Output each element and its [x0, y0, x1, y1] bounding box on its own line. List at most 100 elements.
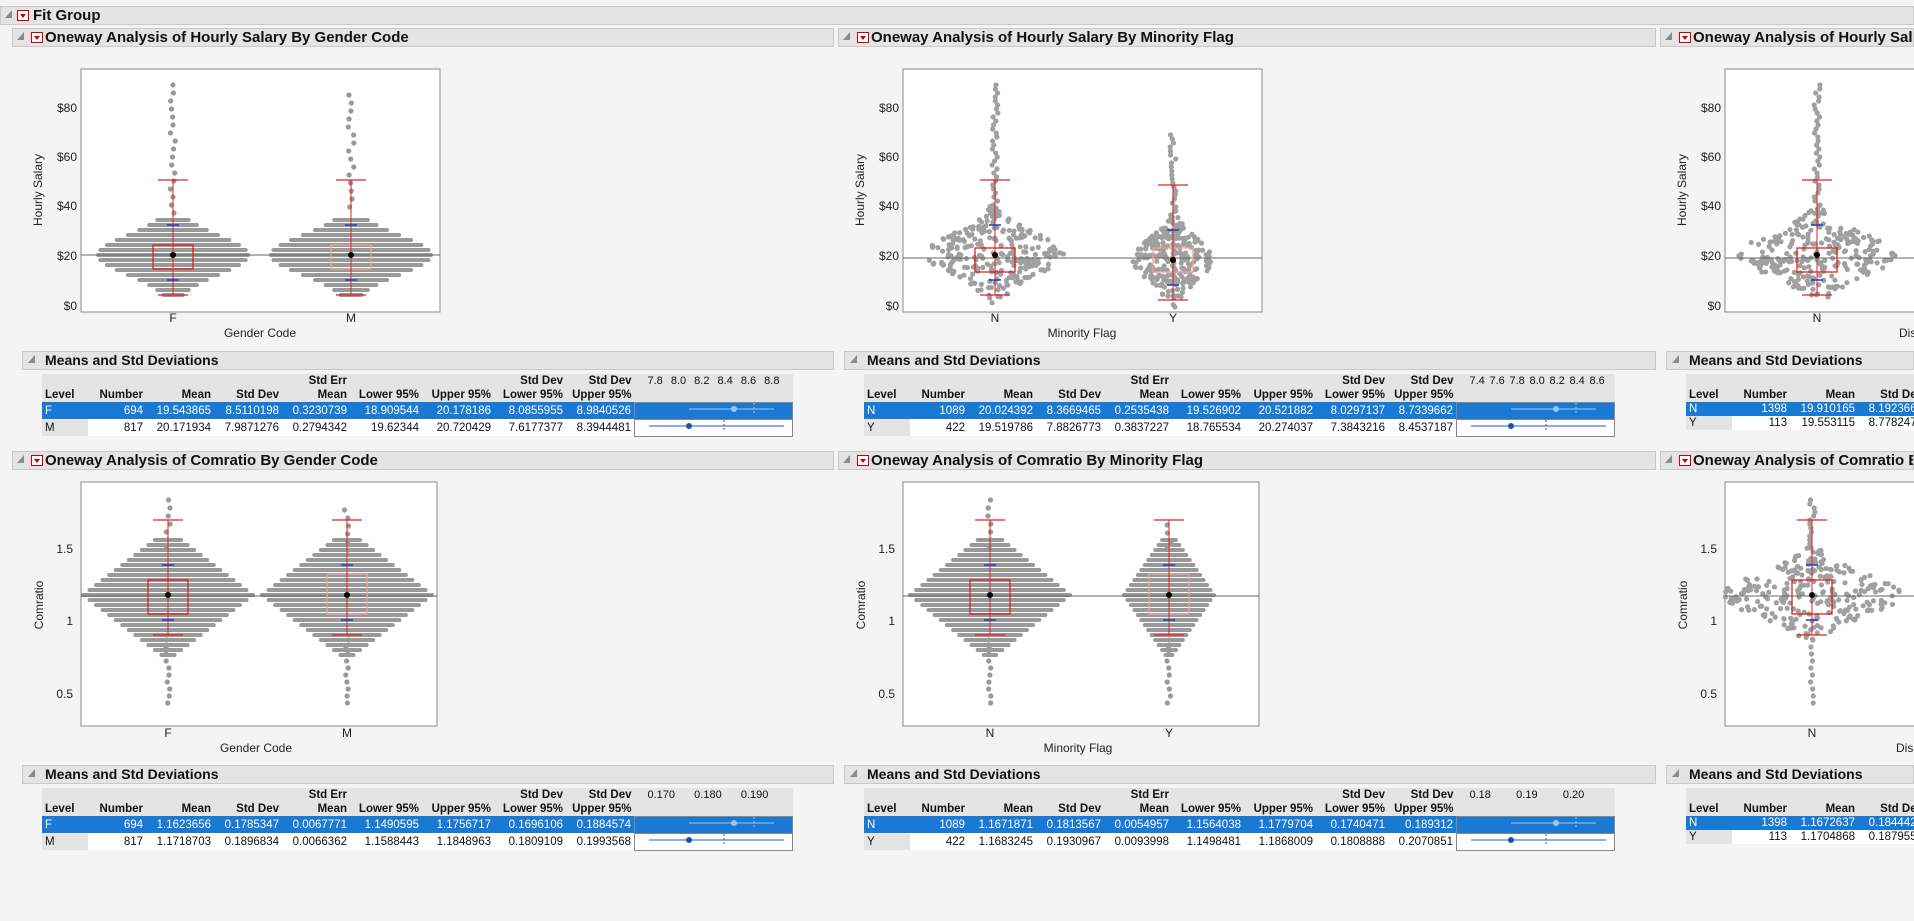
data-point [989, 300, 995, 306]
means-header-comp-disability[interactable]: Means and Std Deviations [1666, 765, 1914, 784]
cell-level: N [1686, 816, 1732, 830]
cell-number: 694 [88, 816, 146, 833]
data-point [1814, 170, 1820, 176]
plot-comp-disability[interactable]: 1.5 1 0.5 N Disability Flag Comratio [1674, 470, 1914, 755]
data-point [992, 98, 998, 104]
col-header: Std Err [1104, 374, 1172, 388]
disclosure-icon[interactable] [17, 455, 24, 463]
data-point [1181, 277, 1187, 283]
ci-bar-plot [1511, 816, 1596, 829]
data-point [348, 108, 354, 114]
disclosure-icon[interactable] [843, 455, 850, 463]
oneway-header-salary-disability[interactable]: Oneway Analysis of Hourly Salary By Disa… [1660, 28, 1914, 47]
data-point [1734, 598, 1740, 604]
red-triangle-menu-icon[interactable] [31, 455, 43, 466]
disclosure-icon[interactable] [1672, 769, 1679, 777]
data-point [1795, 272, 1801, 278]
table-row[interactable]: F 694 19.543865 8.5110198 0.3230739 18.909544… [42, 401, 793, 420]
data-point [1814, 118, 1820, 124]
means-table: Std Err Std Dev Std Dev 7.8 8.0 8.2 8.4 8.6 8.8 L… [42, 374, 793, 437]
table-row[interactable]: M 817 1.1718703 0.1896834 0.0066362 1.1588443… [42, 832, 793, 851]
disclosure-icon[interactable] [1672, 355, 1679, 363]
means-header-salary-gender[interactable]: Means and Std Deviations [22, 351, 834, 370]
disclosure-icon[interactable] [28, 355, 35, 363]
data-point [1745, 584, 1752, 590]
means-header-salary-disability[interactable]: Means and Std Deviations [1666, 351, 1914, 370]
disclosure-icon[interactable] [17, 32, 24, 40]
data-point [348, 100, 354, 106]
data-point [1170, 140, 1177, 146]
red-triangle-menu-icon[interactable] [17, 10, 29, 21]
data-point [349, 196, 355, 202]
oneway-header-comp-minority[interactable]: Oneway Analysis of Comratio By Minority … [838, 451, 1656, 470]
data-point [955, 253, 962, 259]
cell-mean: 1.1623656 [146, 816, 214, 833]
data-point [1854, 276, 1860, 282]
table-row[interactable]: Y 422 1.1683245 0.1930967 0.0093998 1.1498481… [864, 832, 1615, 851]
red-triangle-menu-icon[interactable] [1679, 32, 1691, 43]
oneway-header-salary-minority[interactable]: Oneway Analysis of Hourly Salary By Mino… [838, 28, 1656, 47]
disclosure-icon[interactable] [850, 355, 857, 363]
plot-comp-minority[interactable]: 1.5 1 0.5 N Y Minority Flag Comratio [852, 470, 1272, 755]
means-header-comp-minority[interactable]: Means and Std Deviations [844, 765, 1656, 784]
table-row[interactable]: N 1089 1.1671871 0.1813567 0.0054957 1.156403… [864, 815, 1615, 834]
data-point [1813, 126, 1819, 132]
x-tick: M [342, 726, 352, 740]
plot-comp-gender[interactable]: 1.5 1 0.5 F M Gender Code Comratio [30, 470, 450, 755]
data-point [341, 507, 348, 513]
x-tick: F [164, 726, 171, 740]
red-triangle-menu-icon[interactable] [1679, 455, 1691, 466]
cell-std_err: 0.2794342 [282, 419, 350, 436]
data-point [998, 250, 1004, 257]
data-point [1759, 257, 1765, 263]
red-triangle-menu-icon[interactable] [857, 32, 869, 43]
col-header: Mean [146, 802, 214, 816]
oneway-header-comp-gender[interactable]: Oneway Analysis of Comratio By Gender Co… [12, 451, 834, 470]
fit-group-header[interactable]: Fit Group [0, 6, 1914, 25]
cell-sdl: 0.1740471 [1316, 816, 1388, 833]
data-point [1000, 285, 1007, 291]
disclosure-icon[interactable] [843, 32, 850, 40]
table-row[interactable]: F 694 1.1623656 0.1785347 0.0067771 1.1490595… [42, 815, 793, 834]
x-tick: N [991, 311, 1000, 325]
table-row[interactable]: N 1089 20.024392 8.3669465 0.2535438 19.52690… [864, 401, 1615, 420]
data-point [1879, 586, 1885, 592]
ci-bar [634, 418, 793, 437]
table-row[interactable]: Y 422 19.519786 7.8826773 0.3837227 18.765534… [864, 418, 1615, 437]
plot-salary-gender[interactable]: $80 $60 $40 $20 $0 F M Gender Code Hourl… [30, 55, 450, 340]
table-row[interactable]: M 817 20.171934 7.9871276 0.2794342 19.62344 2… [42, 418, 793, 437]
red-triangle-menu-icon[interactable] [31, 32, 43, 43]
disclosure-icon[interactable] [850, 769, 857, 777]
data-point [1132, 264, 1138, 270]
oneway-header-salary-gender[interactable]: Oneway Analysis of Hourly Salary By Gend… [12, 28, 834, 47]
data-point [1816, 94, 1822, 100]
plot-frame [902, 68, 1263, 313]
disclosure-icon[interactable] [1665, 455, 1672, 463]
col-header: Lower 95% [1316, 802, 1388, 816]
data-point [1841, 261, 1848, 267]
disclosure-icon[interactable] [28, 769, 35, 777]
means-header-salary-minority[interactable]: Means and Std Deviations [844, 351, 1656, 370]
data-point [1815, 134, 1821, 140]
data-point [1810, 286, 1816, 292]
disclosure-icon[interactable] [1665, 32, 1672, 40]
data-point [1166, 665, 1172, 671]
data-point [1768, 239, 1774, 245]
data-point [1807, 521, 1813, 527]
plot-salary-minority[interactable]: $80 $60 $40 $20 $0 N Y Minority Flag Hou… [852, 55, 1272, 340]
data-point [998, 243, 1004, 249]
means-header-comp-gender[interactable]: Means and Std Deviations [22, 765, 834, 784]
means-table: Std Err Std Dev Std Dev 0.18 0.19 0.20 Level Nu… [864, 788, 1615, 851]
points-n [926, 82, 1066, 306]
oneway-header-comp-disability[interactable]: Oneway Analysis of Comratio By Disabilit… [1660, 451, 1914, 470]
col-header: Mean [282, 388, 350, 402]
plot-salary-disability[interactable]: $80 $60 $40 $20 $0 N Disability Flag Hou… [1674, 55, 1914, 340]
disclosure-icon[interactable] [5, 10, 12, 18]
data-point [1834, 235, 1841, 241]
red-triangle-menu-icon[interactable] [857, 455, 869, 466]
data-point [1029, 245, 1035, 252]
